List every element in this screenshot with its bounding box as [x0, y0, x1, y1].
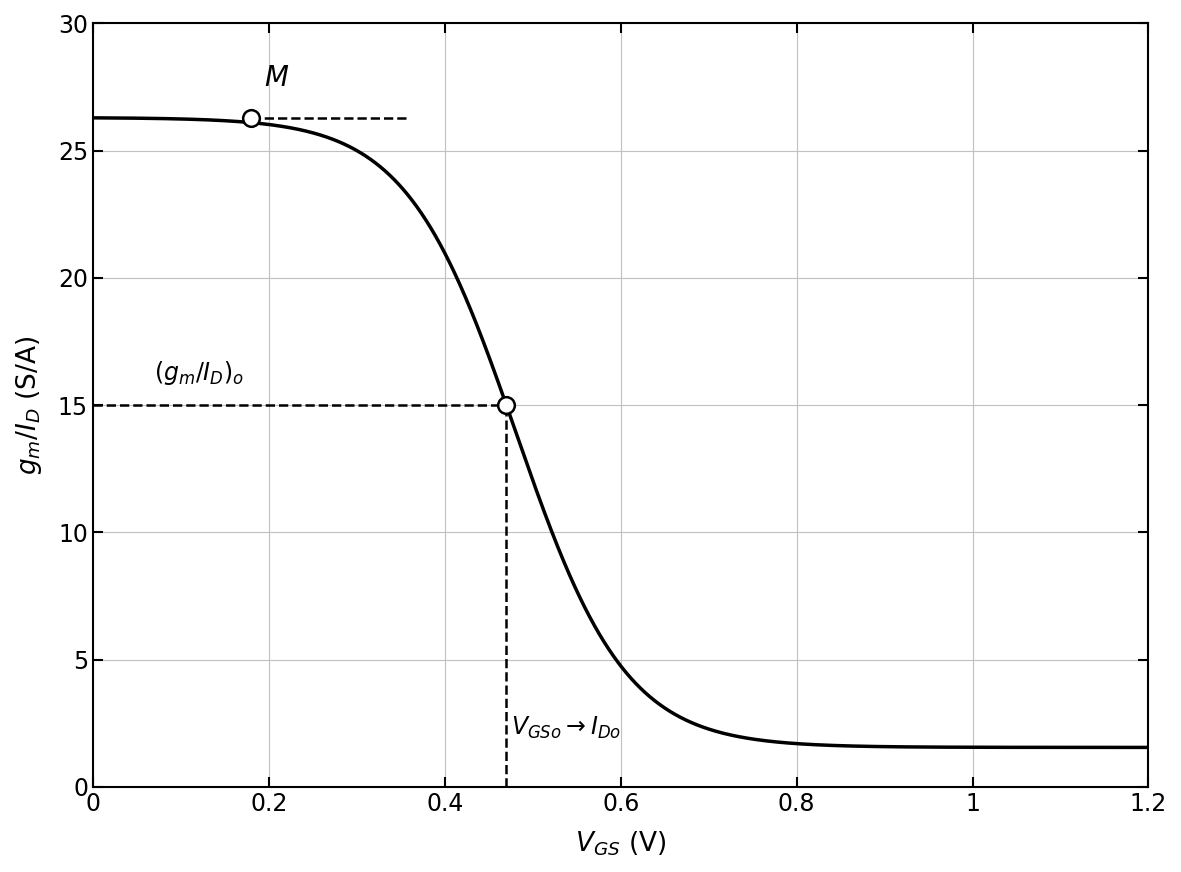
Text: $(g_m/I_D)_o$: $(g_m/I_D)_o$	[155, 359, 244, 387]
X-axis label: $V_{GS}$ (V): $V_{GS}$ (V)	[575, 829, 666, 858]
Text: $M$: $M$	[265, 65, 289, 92]
Y-axis label: $g_m/I_D$ (S/A): $g_m/I_D$ (S/A)	[14, 336, 44, 475]
Text: $V_{GSo} \rightarrow I_{Do}$: $V_{GSo} \rightarrow I_{Do}$	[510, 715, 621, 741]
